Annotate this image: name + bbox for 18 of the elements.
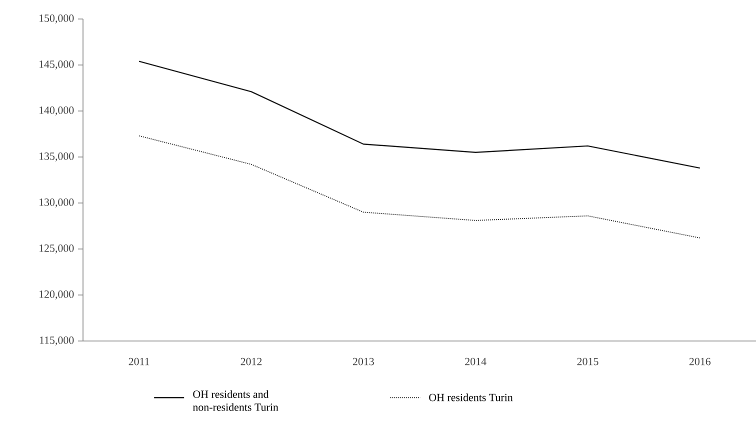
y-tick-label: 145,000 bbox=[40, 60, 74, 70]
y-tick-label: 115,000 bbox=[40, 336, 74, 346]
y-tick-label: 135,000 bbox=[40, 152, 74, 162]
y-tick-label: 140,000 bbox=[40, 106, 74, 116]
legend-label: OH residents Turin bbox=[429, 393, 513, 402]
line-series bbox=[138, 60, 701, 169]
legend-label: OH residents and non-residents Turin bbox=[192, 390, 278, 411]
x-tick-label: 2012 bbox=[240, 358, 262, 366]
x-tick-label: 2016 bbox=[689, 358, 711, 366]
y-tick-label: 150,000 bbox=[40, 14, 74, 24]
x-tick-label: 2014 bbox=[465, 358, 486, 366]
x-tick-label: 2011 bbox=[128, 358, 150, 366]
line-series bbox=[138, 135, 700, 238]
y-tick-label: 130,000 bbox=[40, 198, 74, 208]
y-tick-label: 125,000 bbox=[40, 244, 74, 254]
y-tick-label: 120,000 bbox=[40, 290, 74, 300]
x-tick-label: 2013 bbox=[352, 358, 374, 366]
x-tick-label: 2015 bbox=[577, 358, 598, 366]
